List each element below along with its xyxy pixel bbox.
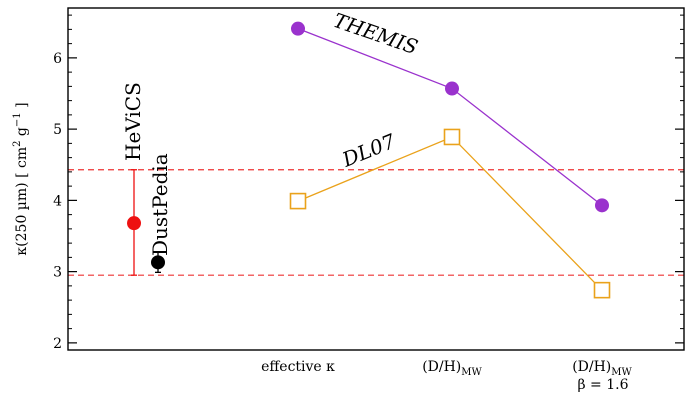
category-sublabel-beta: β = 1.6: [578, 377, 629, 393]
series-line-themis: [297, 28, 603, 206]
model-series: [289, 21, 611, 299]
reference-lines: [68, 169, 684, 276]
y-tick-label: 5: [53, 122, 62, 138]
y-tick-label: 6: [53, 51, 62, 67]
data-point-dl07: [593, 281, 611, 299]
data-point-dl07: [443, 128, 461, 146]
category-label-effective-kappa: effective κ: [261, 359, 335, 375]
data-point-dustpedia: [151, 255, 165, 270]
y-tick-label: 4: [53, 193, 62, 209]
series-label-dl07: DL07: [338, 129, 399, 172]
y-tick-label: 3: [53, 265, 62, 281]
data-point-themis: [595, 198, 609, 213]
category-label-dh-mw-beta: (D/H)MW: [572, 359, 632, 378]
plot-frame: [67, 7, 685, 351]
y-axis-label: κ(250 µm) [ cm2 g−1 ]: [12, 102, 30, 255]
obs-label-hevics: HeViCS: [121, 82, 145, 161]
data-point-dl07: [289, 192, 307, 210]
observations: [127, 169, 165, 276]
category-label-dh-mw: (D/H)MW: [422, 359, 482, 378]
data-point-themis: [445, 81, 459, 96]
obs-label-dustpedia: DustPedia: [148, 153, 172, 256]
data-point-hevics: [127, 216, 141, 231]
data-point-themis: [291, 21, 305, 36]
y-tick-label: 2: [53, 336, 62, 352]
series-label-themis: THEMIS: [330, 8, 421, 59]
